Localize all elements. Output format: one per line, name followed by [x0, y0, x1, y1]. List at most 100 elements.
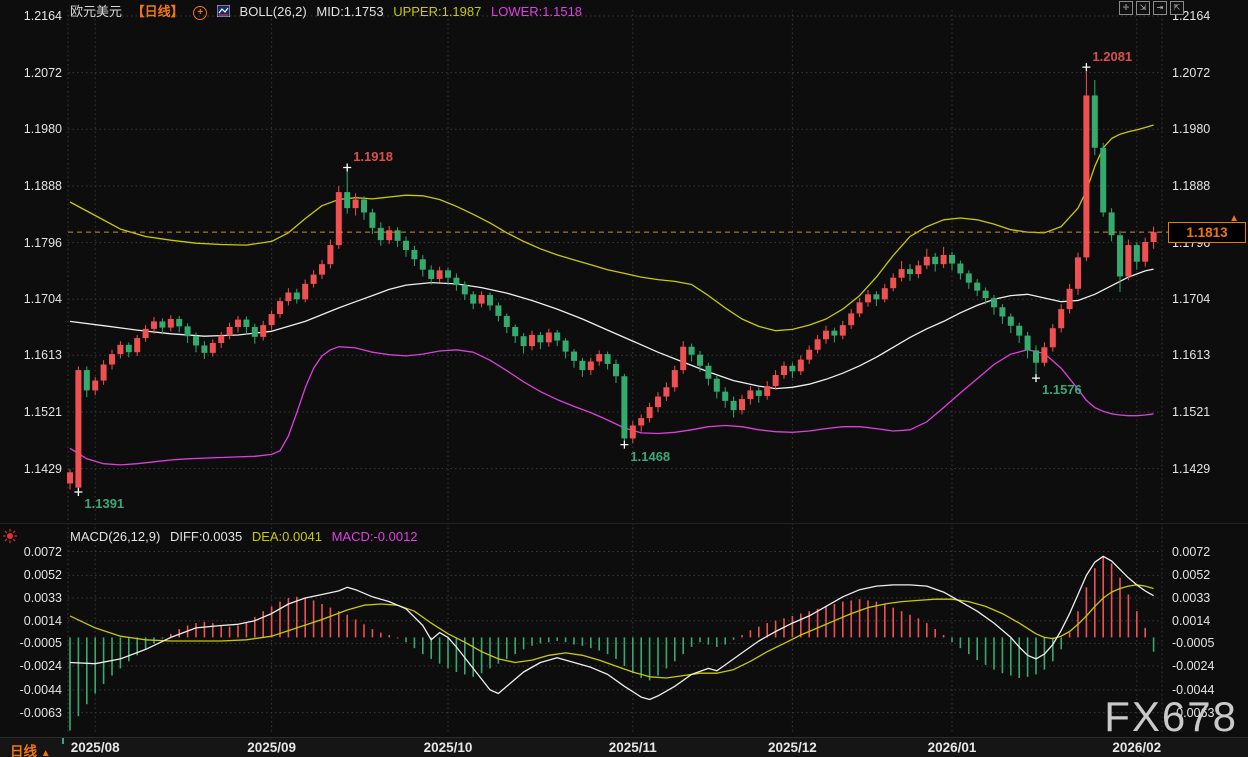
x-axis-label: 2026/02: [1112, 740, 1162, 755]
candle-body: [92, 380, 99, 391]
macd-dea-value: DEA:0.0041: [251, 529, 322, 544]
candle-body: [310, 274, 317, 284]
candle-body: [235, 319, 241, 327]
macd-hist-bar: [94, 637, 96, 694]
candle-body: [604, 354, 611, 364]
macd-hist-bar: [951, 637, 953, 643]
macd-hist-bar: [766, 623, 768, 638]
candle-body: [898, 269, 905, 278]
candle-body: [629, 425, 636, 439]
macd-hist-bar: [111, 637, 113, 676]
candle-body: [293, 292, 300, 300]
macd-hist-bar: [615, 637, 617, 659]
macd-hist-bar: [380, 632, 382, 638]
low-price-annotation: 1.1576: [1042, 382, 1082, 398]
candle-body: [403, 240, 409, 251]
macd-hist-bar: [598, 637, 600, 651]
live-dot-icon: [2, 528, 18, 549]
candle-body: [755, 390, 762, 396]
macd-hist-bar: [522, 637, 525, 650]
macd-hist-bar: [1026, 637, 1029, 677]
crosshair-tool-icon[interactable]: ✛: [1119, 1, 1133, 15]
macd-hist-bar: [539, 637, 542, 644]
x-axis-label: 2025/12: [767, 740, 817, 755]
macd-hist-bar: [329, 607, 332, 638]
axis-edge-tick: [62, 738, 64, 744]
macd-dea-line: [69, 584, 1154, 679]
symbol-label: 欧元美元: [70, 4, 123, 19]
macd-hist-bar: [1001, 637, 1004, 674]
macd-hist-bar: [480, 637, 483, 674]
scale-corner-icon[interactable]: ⇲: [1136, 1, 1150, 15]
macd-hist-bar: [396, 637, 399, 639]
macd-hist-bar: [212, 623, 214, 638]
macd-hist-bar: [86, 637, 88, 705]
macd-hist-bar: [422, 637, 424, 655]
macd-diff-line: [69, 555, 1154, 701]
macd-hist-bar: [867, 600, 869, 638]
macd-hist-bar: [934, 629, 936, 638]
price-axis-label: 1.2164: [23, 9, 62, 23]
candle-body: [814, 339, 821, 350]
candle-body: [377, 227, 384, 241]
macd-hist-bar: [884, 604, 886, 638]
chart-header: 欧元美元 【日线】 + BOLL(26,2) MID:1.1753 UPPER:…: [70, 1, 588, 20]
x-axis-label: 2025/10: [423, 740, 473, 755]
candle-body: [932, 256, 939, 265]
period-selector[interactable]: 日线 ▲: [10, 744, 51, 757]
candle-body: [848, 313, 855, 326]
macd-hist-bar: [312, 600, 315, 638]
candle-body: [285, 292, 292, 302]
macd-hist-bar: [573, 637, 575, 645]
candle-body: [1108, 212, 1115, 236]
scale-right-icon[interactable]: ⇥: [1153, 1, 1167, 15]
extreme-marker-cross: [343, 163, 352, 172]
candle-body: [957, 263, 964, 274]
price-axis-label: 1.1521: [23, 404, 62, 419]
extreme-marker-cross: [620, 440, 629, 449]
macd-macd-value: MACD:-0.0012: [331, 529, 418, 544]
macd-hist-bar: [144, 637, 147, 650]
macd-hist-bar: [1110, 563, 1113, 638]
macd-hist-bar: [296, 596, 298, 638]
candle-body: [949, 254, 955, 264]
candle-body: [991, 298, 997, 308]
macd-hist-bar: [993, 637, 995, 670]
macd-hist-bar: [1085, 587, 1088, 638]
macd-hist-bar: [648, 637, 651, 681]
price-axis-label: 1.1613: [1172, 348, 1211, 363]
candle-body: [671, 370, 678, 388]
candle-body: [596, 354, 603, 362]
high-price-annotation: 1.2081: [1092, 49, 1133, 65]
macd-hist-bar: [564, 637, 567, 643]
candle-body: [419, 259, 426, 270]
candle-body: [881, 288, 888, 300]
macd-hist-bar: [514, 637, 516, 655]
indicator-chart-icon[interactable]: [216, 4, 231, 20]
macd-hist-bar: [909, 614, 911, 638]
macd-hist-bar: [758, 626, 760, 638]
add-indicator-icon[interactable]: +: [193, 6, 208, 20]
macd-axis-label: 0.0052: [1172, 568, 1211, 583]
macd-hist-bar: [674, 637, 676, 662]
macd-hist-bar: [825, 606, 827, 638]
scale-up-icon[interactable]: ⇱: [1170, 1, 1184, 15]
macd-hist-bar: [270, 606, 273, 638]
macd-hist-bar: [413, 637, 416, 649]
candle-body: [613, 363, 619, 377]
macd-hist-bar: [590, 637, 592, 649]
candle-body: [100, 364, 107, 381]
candle-body: [529, 334, 535, 347]
macd-axis-label: -0.0063: [19, 705, 62, 720]
candle-body: [218, 335, 225, 343]
macd-hist-bar: [237, 625, 239, 638]
candle-body: [487, 294, 493, 306]
candle-body: [940, 254, 947, 265]
candle-body: [243, 319, 250, 327]
candle-body: [1075, 257, 1081, 289]
candle-body: [1150, 232, 1157, 242]
candle-body: [655, 396, 661, 408]
macd-hist-bar: [665, 637, 668, 669]
macd-axis-label: -0.0024: [19, 659, 62, 674]
